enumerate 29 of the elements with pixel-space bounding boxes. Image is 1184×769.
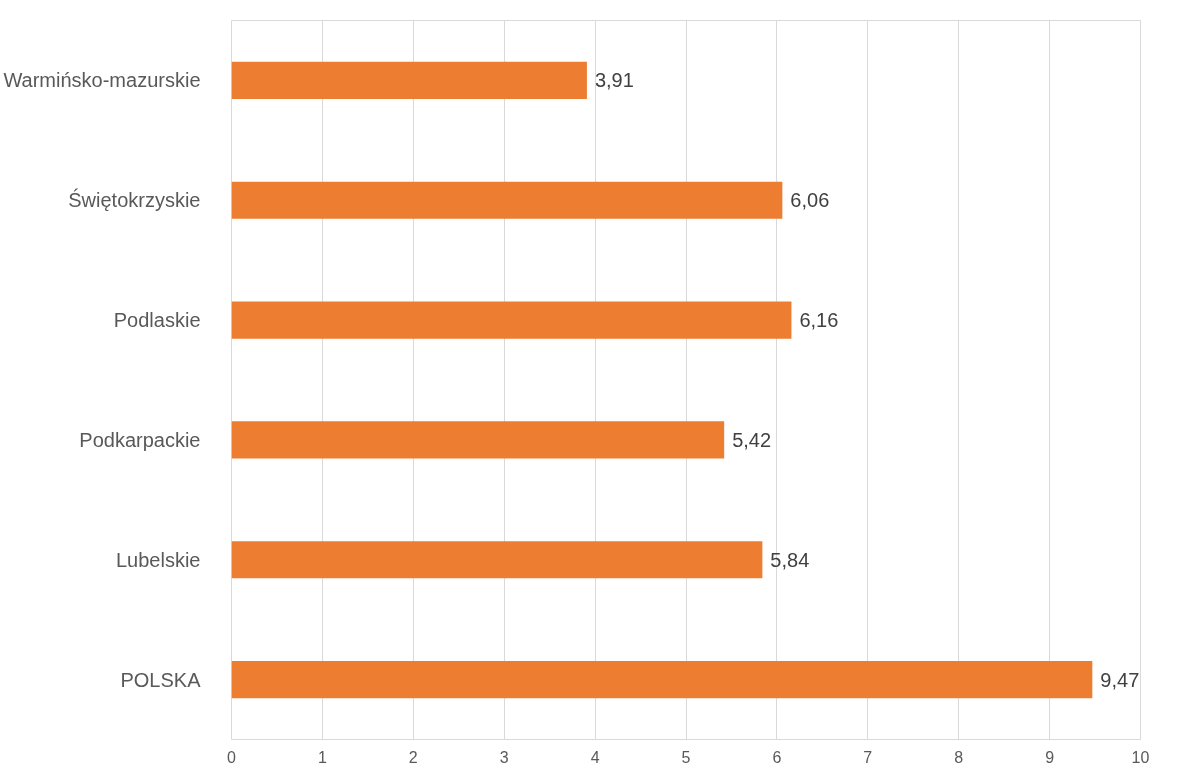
- bar: [231, 661, 1093, 699]
- data-label: 5,84: [770, 548, 810, 571]
- data-label: 3,91: [594, 69, 634, 92]
- bar: [231, 421, 725, 459]
- y-tick-label: Podlaskie: [113, 309, 201, 332]
- y-tick-label: Warmińsko-mazurskie: [3, 69, 201, 92]
- x-tick-label: 7: [863, 748, 873, 766]
- bar: [231, 61, 587, 99]
- x-tick-label: 9: [1045, 748, 1055, 766]
- data-label: 6,06: [790, 189, 830, 212]
- x-tick-label: 10: [1131, 748, 1150, 766]
- bar: [231, 181, 783, 219]
- x-tick-label: 4: [590, 748, 600, 766]
- x-tick-label: 2: [408, 748, 418, 766]
- bar: [231, 301, 792, 339]
- x-tick-label: 5: [681, 748, 691, 766]
- bar: [231, 541, 763, 579]
- data-label: 9,47: [1100, 668, 1140, 691]
- x-tick-label: 3: [499, 748, 509, 766]
- data-label: 5,42: [732, 428, 772, 451]
- x-tick-label: 8: [954, 748, 964, 766]
- y-tick-label: Lubelskie: [116, 548, 201, 571]
- y-tick-label: Świętokrzyskie: [68, 188, 201, 212]
- y-tick-label: POLSKA: [120, 668, 202, 691]
- y-tick-label: Podkarpackie: [79, 428, 201, 451]
- x-tick-label: 0: [227, 748, 237, 766]
- x-tick-label: 1: [317, 748, 327, 766]
- data-label: 6,16: [799, 309, 839, 332]
- x-tick-label: 6: [772, 748, 782, 766]
